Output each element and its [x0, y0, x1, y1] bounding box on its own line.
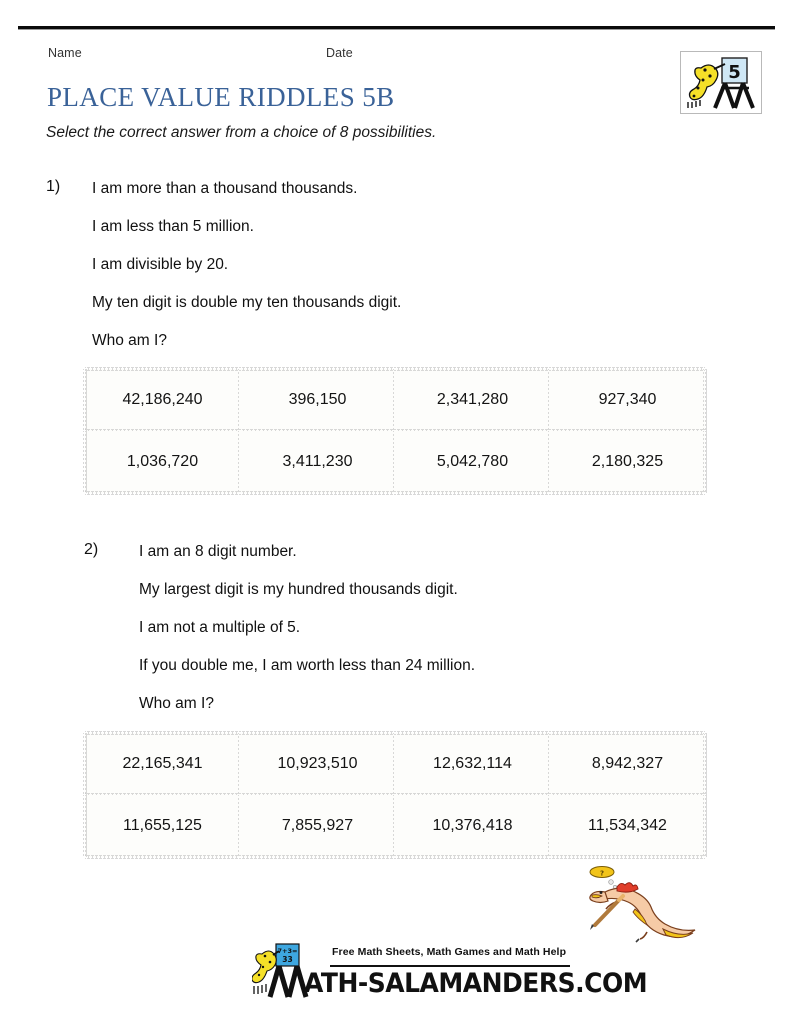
cell-border-bottom: [395, 855, 550, 859]
page-top-rule: [18, 26, 775, 30]
salamander-easel-logo-icon: 5: [680, 51, 762, 114]
answer-option[interactable]: 10,376,418: [395, 795, 552, 859]
answer-option[interactable]: 2,341,280: [395, 367, 552, 433]
cell-border-bottom: [240, 855, 395, 859]
answer-value: 7,855,927: [281, 817, 354, 834]
answer-value: 22,165,341: [122, 755, 203, 772]
answer-value: 396,150: [288, 391, 347, 408]
salamander-with-pencil-icon: ?: [575, 863, 715, 945]
answer-option[interactable]: 22,165,341: [83, 731, 242, 797]
cell-border-bottom: [550, 491, 705, 495]
riddle-2-clue-3: I am not a multiple of 5.: [139, 619, 301, 636]
footer-branding: 7+3= 33 Free Math Sheets, Math Games and…: [251, 936, 648, 1002]
answer-value: 11,534,342: [588, 817, 667, 834]
riddle-1-clue-1: I am more than a thousand thousands.: [92, 180, 358, 197]
riddle-1-number: 1): [46, 178, 61, 195]
answer-value: 1,036,720: [126, 453, 199, 470]
footer-logo-numbers-top: 7+3=: [278, 947, 298, 955]
riddle-2-clue-1: I am an 8 digit number.: [139, 543, 297, 560]
riddle-1-clue-5: Who am I?: [92, 332, 167, 349]
riddle-2-clues: I am an 8 digit number. My largest digit…: [139, 533, 475, 723]
footer-logo-numbers-bottom: 33: [282, 955, 292, 964]
riddle-1-clue-4: My ten digit is double my ten thousands …: [92, 294, 402, 311]
cell-border-top: [550, 731, 705, 735]
cell-border-left: [83, 795, 87, 857]
cell-border-bottom: [85, 855, 240, 859]
answer-option[interactable]: 7,855,927: [240, 795, 397, 859]
date-label: Date: [326, 46, 353, 60]
cell-border-top: [240, 731, 395, 735]
answer-value: 5,042,780: [436, 453, 509, 470]
answer-value: 12,632,114: [433, 755, 512, 772]
cell-border-left: [83, 733, 87, 795]
cell-border-right: [703, 733, 707, 795]
cell-border-left: [83, 369, 87, 431]
answer-value: 927,340: [598, 391, 657, 408]
answer-value: 8,942,327: [591, 755, 664, 772]
cell-border-top: [85, 731, 240, 735]
answer-option[interactable]: 2,180,325: [550, 431, 707, 495]
footer-salamander-easel-logo-icon: 7+3= 33: [251, 942, 316, 1000]
answer-option[interactable]: 11,655,125: [83, 795, 242, 859]
answer-option[interactable]: 396,150: [240, 367, 397, 433]
cell-border-top: [240, 367, 395, 371]
cell-border-top: [395, 731, 550, 735]
footer-divider: [330, 965, 570, 967]
answer-value: 2,341,280: [436, 391, 509, 408]
riddle-1-answer-grid: 42,186,240 396,150 2,341,280 927,340 1,0…: [83, 367, 707, 495]
page-title: PLACE VALUE RIDDLES 5B: [47, 82, 395, 112]
cell-border-right: [703, 369, 707, 431]
answer-option[interactable]: 927,340: [550, 367, 707, 433]
cell-border-bottom: [550, 855, 705, 859]
answer-value: 2,180,325: [591, 453, 664, 470]
answer-value: 3,411,230: [282, 453, 353, 470]
riddle-2-clue-5: Who am I?: [139, 695, 214, 712]
riddle-1-clue-2: I am less than 5 million.: [92, 218, 254, 235]
page-subtitle: Select the correct answer from a choice …: [46, 124, 437, 141]
riddle-2-number: 2): [84, 541, 99, 558]
cell-border-right: [703, 431, 707, 493]
name-label: Name: [48, 46, 82, 60]
cell-border-top: [395, 367, 550, 371]
thought-bubble-text: ?: [600, 870, 604, 878]
answer-option[interactable]: 10,923,510: [240, 731, 397, 797]
answer-option[interactable]: 5,042,780: [395, 431, 552, 495]
answer-value: 42,186,240: [122, 391, 203, 408]
riddle-2-clue-2: My largest digit is my hundred thousands…: [139, 581, 458, 598]
grade-number-text: 5: [728, 62, 741, 83]
answer-value: 10,923,510: [277, 755, 358, 772]
riddle-1-clues: I am more than a thousand thousands. I a…: [92, 170, 401, 360]
footer-wordmark: ATH-SALAMANDERS.COM: [304, 967, 648, 999]
answer-value: 10,376,418: [432, 817, 513, 834]
riddle-1-clue-3: I am divisible by 20.: [92, 256, 229, 273]
cell-border-bottom: [395, 491, 550, 495]
cell-border-bottom: [85, 491, 240, 495]
answer-value: 11,655,125: [123, 817, 202, 834]
riddle-2-answer-grid: 22,165,341 10,923,510 12,632,114 8,942,3…: [83, 731, 707, 859]
cell-border-top: [550, 367, 705, 371]
answer-option[interactable]: 1,036,720: [83, 431, 242, 495]
answer-option[interactable]: 42,186,240: [83, 367, 242, 433]
answer-option[interactable]: 8,942,327: [550, 731, 707, 797]
answer-option[interactable]: 11,534,342: [550, 795, 707, 859]
footer-tagline: Free Math Sheets, Math Games and Math He…: [332, 946, 567, 958]
answer-option[interactable]: 3,411,230: [240, 431, 397, 495]
cell-border-right: [703, 795, 707, 857]
cell-border-left: [83, 431, 87, 493]
answer-option[interactable]: 12,632,114: [395, 731, 552, 797]
cell-border-bottom: [240, 491, 395, 495]
riddle-2-clue-4: If you double me, I am worth less than 2…: [139, 657, 475, 674]
cell-border-top: [85, 367, 240, 371]
